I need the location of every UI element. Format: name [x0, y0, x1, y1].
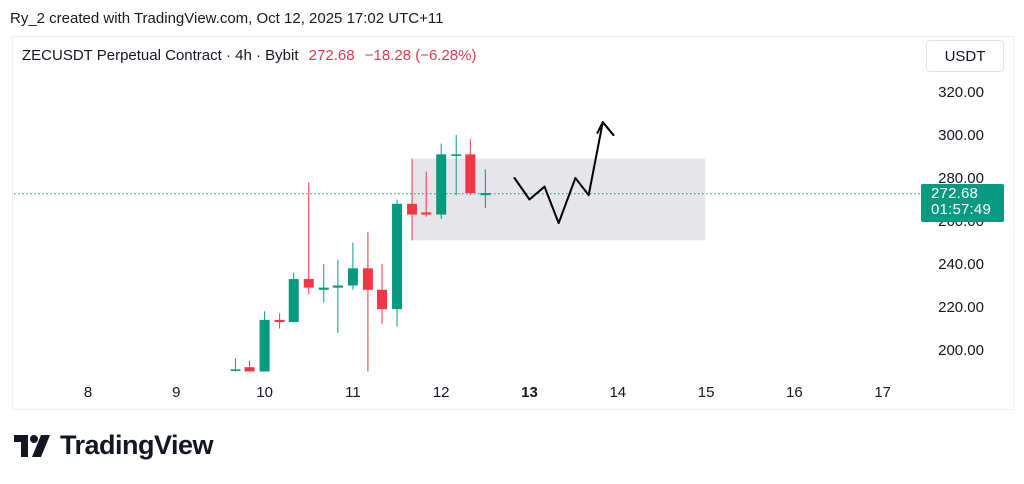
currency-button[interactable]: USDT [926, 40, 1004, 72]
x-tick-label-7: 14 [609, 384, 626, 401]
y-tick-label-6: 300.00 [938, 127, 984, 144]
highlight-zone [412, 158, 706, 241]
x-tick-label-2: 9 [172, 384, 180, 401]
x-tick-label-9: 16 [786, 384, 803, 401]
symbol-title: ZECUSDT Perpetual Contract · 4h · Bybit [22, 47, 299, 64]
tradingview-wordmark: TradingView [60, 430, 214, 460]
candle-body-1 [230, 369, 241, 371]
x-tick-label-1: 8 [84, 384, 92, 401]
candle-body-13 [407, 203, 418, 215]
candle-body-17 [465, 154, 476, 194]
projection-arrowhead [596, 121, 615, 136]
last-price: 272.68 [308, 47, 355, 64]
y-tick-label-2: 220.00 [938, 299, 984, 316]
candle-body-8 [332, 285, 343, 288]
candle-body-10 [362, 268, 373, 290]
candle-body-3 [259, 319, 270, 372]
y-tick-label-3: 240.00 [938, 256, 984, 273]
candle-body-6 [303, 279, 314, 288]
y-tick-label-7: 320.00 [938, 84, 984, 101]
candle-body-5 [288, 279, 299, 323]
x-tick-label-4: 11 [345, 384, 361, 401]
candle-body-4 [274, 319, 285, 323]
price-change: −18.28 (−6.28%) [364, 47, 477, 64]
projection-path [513, 121, 615, 225]
chart-caption: Ry_2 created with TradingView.com, Oct 1… [10, 10, 444, 27]
x-tick-label-3: 10 [256, 384, 273, 401]
candle-body-7 [318, 287, 329, 290]
candle-body-12 [392, 203, 403, 310]
x-tick-label-5: 12 [433, 384, 450, 401]
tradingview-brand: TradingView [14, 430, 214, 461]
candle-body-2 [244, 367, 255, 372]
candle-body-18 [480, 193, 491, 196]
badge-price: 272.68 [931, 185, 979, 202]
candle-body-16 [451, 154, 462, 156]
candle-body-15 [436, 154, 447, 215]
badge-countdown: 01:57:49 [931, 201, 991, 218]
candle-body-14 [421, 212, 432, 215]
candle-body-11 [377, 289, 388, 310]
x-tick-label-6: 13 [521, 384, 538, 401]
x-tick-label-10: 17 [874, 384, 891, 401]
symbol-header: ZECUSDT Perpetual Contract · 4h · Bybit … [22, 47, 476, 64]
tradingview-logo-icon [14, 434, 50, 457]
y-tick-label-1: 200.00 [938, 342, 984, 359]
candle-body-9 [347, 268, 358, 286]
last-price-badge: 272.68 01:57:49 [921, 184, 1004, 222]
y-tick-label-5: 280.00 [938, 170, 984, 187]
x-tick-label-8: 15 [698, 384, 715, 401]
